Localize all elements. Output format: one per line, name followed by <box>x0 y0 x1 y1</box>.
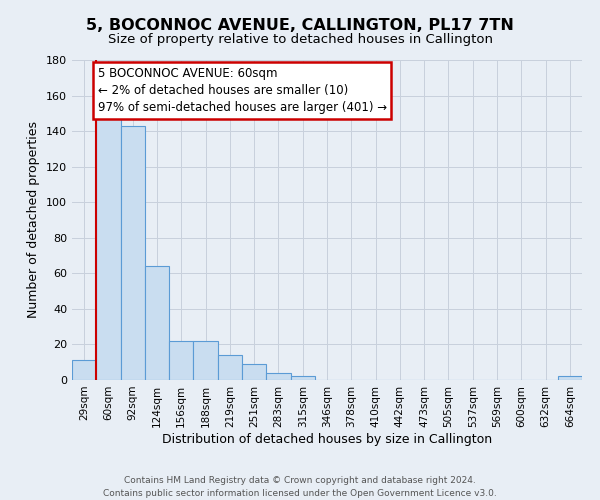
Text: Size of property relative to detached houses in Callington: Size of property relative to detached ho… <box>107 32 493 46</box>
Bar <box>193 341 218 380</box>
Bar <box>266 373 290 380</box>
Bar <box>96 114 121 380</box>
Bar <box>290 376 315 380</box>
Bar <box>218 355 242 380</box>
Bar <box>72 360 96 380</box>
Text: Contains HM Land Registry data © Crown copyright and database right 2024.
Contai: Contains HM Land Registry data © Crown c… <box>103 476 497 498</box>
Text: 5, BOCONNOC AVENUE, CALLINGTON, PL17 7TN: 5, BOCONNOC AVENUE, CALLINGTON, PL17 7TN <box>86 18 514 32</box>
X-axis label: Distribution of detached houses by size in Callington: Distribution of detached houses by size … <box>162 432 492 446</box>
Bar <box>145 266 169 380</box>
Bar <box>169 341 193 380</box>
Bar <box>558 376 582 380</box>
Bar <box>121 126 145 380</box>
Text: 5 BOCONNOC AVENUE: 60sqm
← 2% of detached houses are smaller (10)
97% of semi-de: 5 BOCONNOC AVENUE: 60sqm ← 2% of detache… <box>97 67 386 114</box>
Y-axis label: Number of detached properties: Number of detached properties <box>28 122 40 318</box>
Bar <box>242 364 266 380</box>
